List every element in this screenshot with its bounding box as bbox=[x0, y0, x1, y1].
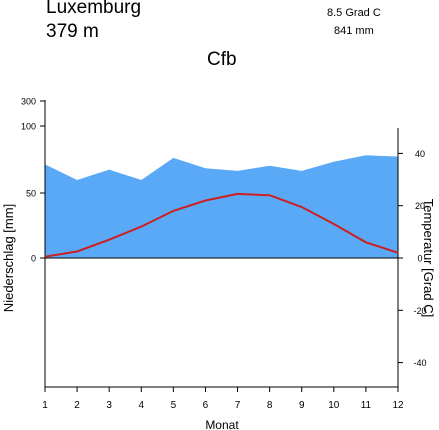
mean-temperature: 8.5 Grad C bbox=[327, 7, 381, 19]
x-tick-label: 7 bbox=[235, 400, 241, 411]
x-tick-label: 3 bbox=[106, 400, 112, 411]
x-tick-label: 12 bbox=[392, 400, 404, 411]
x-tick-label: 8 bbox=[267, 400, 273, 411]
station-name: Luxemburg bbox=[46, 0, 142, 18]
y2-tick-label: 0 bbox=[417, 254, 422, 264]
precipitation-area bbox=[45, 155, 398, 258]
y2-axis-label: Temperatur [Grad C] bbox=[421, 199, 436, 318]
y-tick-label: 300 bbox=[21, 97, 36, 107]
y2-tick-label: -20 bbox=[413, 306, 426, 316]
x-tick-label: 10 bbox=[328, 400, 340, 411]
climate-classification: Cfb bbox=[207, 49, 237, 70]
y-tick-label: 100 bbox=[21, 122, 36, 132]
x-tick-label: 1 bbox=[42, 400, 48, 411]
temperature-line bbox=[44, 192, 399, 258]
y-axis-label: Niederschlag [mm] bbox=[1, 204, 16, 312]
y2-tick-label: -40 bbox=[413, 358, 426, 368]
y-tick-label: 50 bbox=[26, 189, 36, 199]
x-axis-label: Monat bbox=[205, 418, 239, 430]
y-tick-label: 0 bbox=[31, 254, 36, 264]
x-tick-label: 5 bbox=[171, 400, 177, 411]
x-tick-label: 2 bbox=[74, 400, 80, 411]
y2-tick-label: 20 bbox=[415, 201, 425, 211]
x-tick-label: 4 bbox=[138, 400, 144, 411]
annual-precipitation: 841 mm bbox=[334, 25, 374, 37]
x-tick-label: 6 bbox=[203, 400, 209, 411]
station-elevation: 379 m bbox=[46, 21, 99, 42]
x-tick-label: 11 bbox=[361, 400, 372, 411]
plot-layer bbox=[45, 155, 398, 258]
x-tick-label: 9 bbox=[299, 400, 305, 411]
y2-tick-label: 40 bbox=[415, 149, 425, 159]
